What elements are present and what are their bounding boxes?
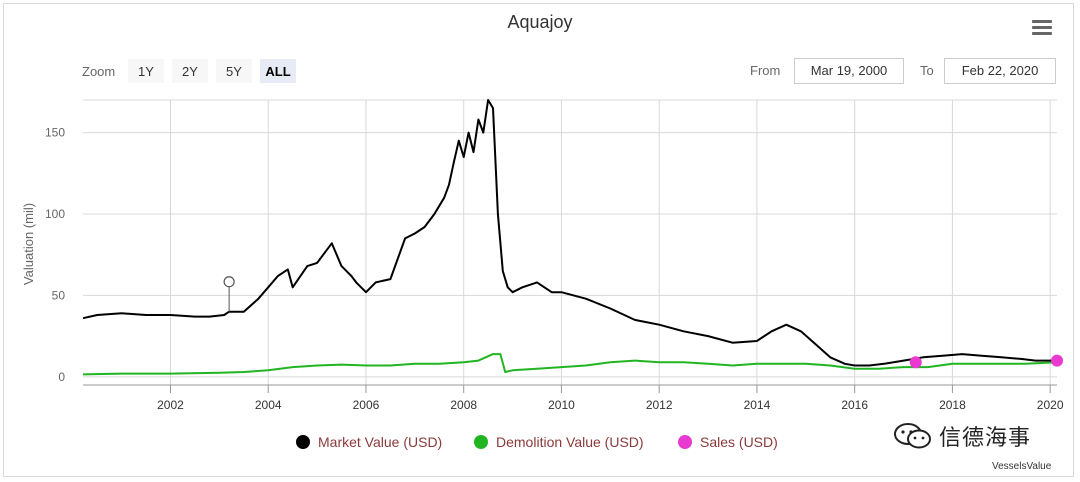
sales-point-1 xyxy=(1051,354,1063,367)
legend-demolition-value[interactable]: Demolition Value (USD) xyxy=(474,434,644,450)
zoom-label: Zoom xyxy=(82,64,116,79)
legend-sales[interactable]: Sales (USD) xyxy=(678,434,778,450)
legend-market-value[interactable]: Market Value (USD) xyxy=(296,434,442,450)
watermark: 信德海事 xyxy=(893,420,1031,452)
x-tick-label-2006: 2006 xyxy=(353,398,380,412)
x-tick-label-2016: 2016 xyxy=(841,398,868,412)
zoom-all-button[interactable]: ALL xyxy=(260,59,296,83)
watermark-text: 信德海事 xyxy=(939,425,1032,450)
y-tick-label-50: 50 xyxy=(52,288,66,302)
market-value-line xyxy=(82,99,1057,367)
legend-market-dot xyxy=(296,435,310,449)
zoom-1y-button[interactable]: 1Y xyxy=(128,59,164,83)
from-date-input[interactable]: Mar 19, 2000 xyxy=(794,58,904,84)
legend-demolition-label: Demolition Value (USD) xyxy=(496,434,644,450)
x-tick-label-2010: 2010 xyxy=(548,398,575,412)
x-tick-label-2018: 2018 xyxy=(939,398,966,412)
legend-market-label: Market Value (USD) xyxy=(318,434,443,450)
annotation-pin-0 xyxy=(223,276,235,288)
legend-sales-dot xyxy=(678,435,692,449)
demolition-value-line xyxy=(82,353,1058,376)
sales-point-0 xyxy=(909,356,922,369)
to-date-input[interactable]: Feb 22, 2020 xyxy=(944,58,1056,84)
x-tick-label-2020: 2020 xyxy=(1037,398,1064,412)
chart-title: Aquajoy xyxy=(507,12,573,32)
x-tick-label-2008: 2008 xyxy=(450,398,477,412)
legend-demolition-dot xyxy=(474,435,488,449)
hamburger-menu-icon[interactable] xyxy=(1032,20,1052,36)
y-tick-label-0: 0 xyxy=(58,370,65,384)
vesselsvalue-credit: VesselsValue xyxy=(992,461,1052,472)
x-tick-label-2004: 2004 xyxy=(255,398,282,412)
zoom-5y-button[interactable]: 5Y xyxy=(216,59,252,83)
x-tick-label-2002: 2002 xyxy=(157,398,184,412)
y-tick-label-100: 100 xyxy=(45,207,65,221)
chart-frame xyxy=(3,3,1074,477)
x-tick-label-2012: 2012 xyxy=(646,398,673,412)
from-label: From xyxy=(750,63,781,78)
y-tick-label-150: 150 xyxy=(45,126,65,140)
to-label: To xyxy=(920,63,934,78)
legend-sales-label: Sales (USD) xyxy=(700,434,778,450)
zoom-2y-button[interactable]: 2Y xyxy=(172,59,208,83)
y-axis-label: Valuation (mil) xyxy=(21,203,36,285)
wechat-icon xyxy=(894,423,931,449)
x-tick-label-2014: 2014 xyxy=(744,398,771,412)
